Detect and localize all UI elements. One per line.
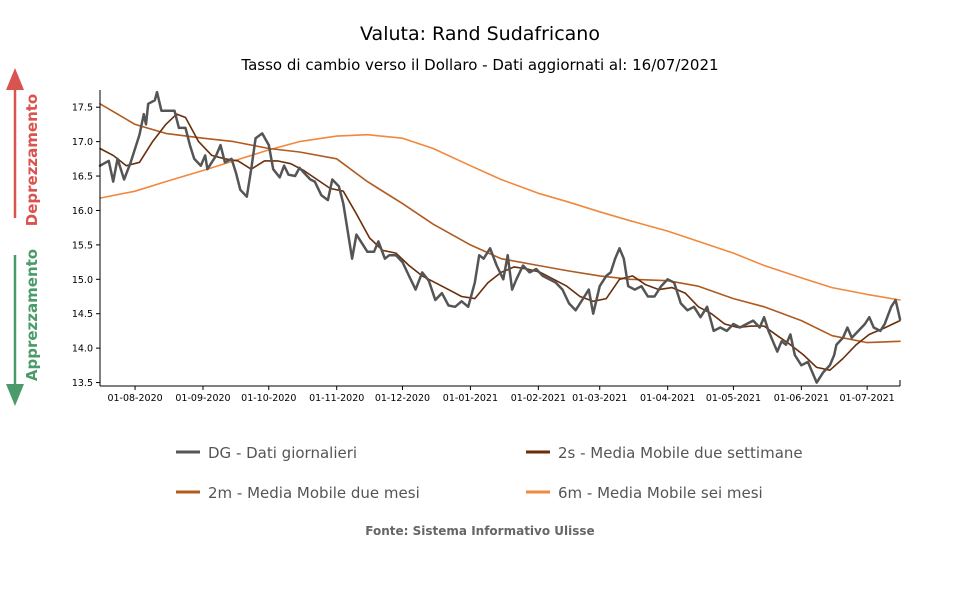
y-tick-label: 16.5 [72, 172, 93, 183]
x-tick-label: 01-01-2021 [443, 393, 498, 404]
depreciation-indicator: Deprezzamento [6, 68, 41, 226]
x-tick-label: 01-09-2020 [175, 393, 230, 404]
legend-label: DG - Dati giornalieri [208, 444, 357, 462]
y-tick-label: 13.5 [72, 378, 93, 389]
y-tick-label: 16.0 [72, 206, 93, 217]
x-tick-label: 01-12-2020 [375, 393, 430, 404]
legend-label: 2s - Media Mobile due settimane [558, 444, 803, 462]
x-tick-label: 01-07-2021 [840, 393, 895, 404]
x-tick-label: 01-05-2021 [706, 393, 761, 404]
x-tick-label: 01-08-2020 [107, 393, 162, 404]
depreciation-label: Deprezzamento [23, 94, 41, 226]
legend: DG - Dati giornalieri 2s - Media Mobile d… [176, 444, 803, 502]
series-line-2 [100, 104, 900, 343]
legend-label: 6m - Media Mobile sei mesi [558, 484, 763, 502]
up-arrow-head-icon [6, 68, 24, 90]
series-line-0 [100, 92, 900, 383]
legend-item-0: DG - Dati giornalieri [176, 444, 357, 462]
x-axis: 01-08-2020 01-09-2020 01-10-2020 01-11-2020… [100, 380, 900, 404]
x-tick-label: 01-03-2021 [572, 393, 627, 404]
y-tick-label: 14.0 [72, 344, 93, 355]
legend-item-3: 6m - Media Mobile sei mesi [526, 484, 763, 502]
y-tick-label: 15.5 [72, 240, 93, 251]
y-axis: 13.5 14.0 14.5 15.0 15.5 16.0 16.5 17.0 17.5 [72, 90, 100, 389]
y-tick-label: 14.5 [72, 309, 93, 320]
plot-area [100, 92, 900, 383]
x-tick-label: 01-02-2021 [511, 393, 566, 404]
x-tick-label: 01-10-2020 [241, 393, 296, 404]
x-tick-label: 01-04-2021 [640, 393, 695, 404]
appreciation-indicator: Apprezzamento [6, 249, 41, 406]
y-tick-label: 17.0 [72, 137, 93, 148]
down-arrow-head-icon [6, 384, 24, 406]
y-tick-label: 15.0 [72, 275, 93, 286]
legend-item-2: 2m - Media Mobile due mesi [176, 484, 420, 502]
legend-label: 2m - Media Mobile due mesi [208, 484, 420, 502]
source-note: Fonte: Sistema Informativo Ulisse [365, 524, 594, 538]
x-tick-label: 01-11-2020 [309, 393, 364, 404]
y-tick-label: 17.5 [72, 103, 93, 114]
appreciation-label: Apprezzamento [23, 249, 41, 381]
series-line-1 [100, 114, 900, 370]
legend-item-1: 2s - Media Mobile due settimane [526, 444, 803, 462]
x-tick-label: 01-06-2021 [774, 393, 829, 404]
chart-subtitle: Tasso di cambio verso il Dollaro - Dati … [240, 56, 718, 74]
chart-title: Valuta: Rand Sudafricano [360, 23, 600, 45]
